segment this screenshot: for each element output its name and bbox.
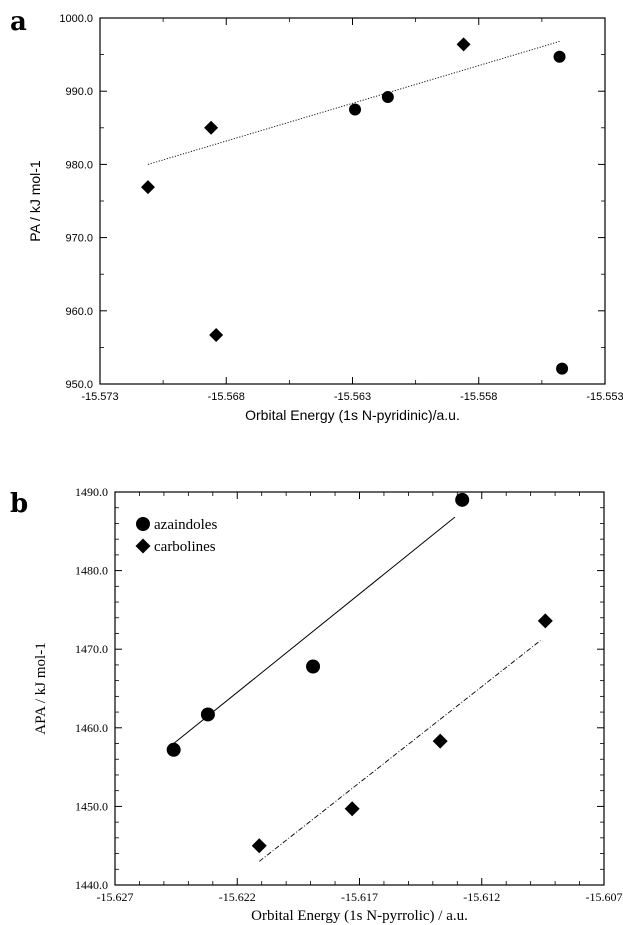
plot-b: -15.627 -15.622 -15.617 -15.612 -15.607 1440.…	[33, 485, 623, 924]
x-tick-label: -15.573	[81, 391, 118, 403]
x-tick-label: -15.558	[460, 391, 497, 403]
x-axis-label: Orbital Energy (1s N-pyrrolic) / a.u.	[251, 908, 468, 924]
plot-a: -15.573 -15.568 -15.563 -15.558 -15.553 950.0…	[27, 13, 623, 423]
data-point-diamond	[204, 120, 219, 135]
x-tick-label: -15.622	[219, 890, 256, 904]
y-tick-label: 980.0	[65, 159, 93, 171]
x-tick-label: -15.627	[97, 890, 134, 904]
y-axis-label: PA / kJ mol-1	[27, 160, 43, 242]
y-tick-label: 990.0	[65, 86, 93, 98]
fit-line	[173, 516, 456, 744]
y-tick-label: 1470.0	[75, 642, 108, 656]
x-tick-label: -15.563	[334, 391, 371, 403]
legend-label: carbolines	[154, 539, 216, 555]
y-tick-label: 1440.0	[75, 878, 108, 892]
legend-label: azaindoles	[154, 517, 217, 533]
data-point-diamond	[209, 327, 224, 342]
x-tick-label: -15.607	[586, 890, 623, 904]
legend-marker	[135, 538, 151, 554]
y-tick-label: 1450.0	[75, 799, 108, 813]
y-tick-label: 1490.0	[75, 485, 108, 499]
legend-marker	[136, 517, 150, 531]
y-axis-label: APA / kJ mol-1	[33, 642, 49, 734]
data-point-circle	[306, 659, 321, 674]
fit-line	[258, 640, 541, 862]
fit-line	[147, 40, 560, 165]
x-tick-label: -15.553	[586, 391, 623, 403]
data-point-circle	[553, 50, 566, 63]
x-axis-label: Orbital Energy (1s N-pyridinic)/a.u.	[245, 407, 460, 423]
data-point-circle	[349, 103, 362, 116]
y-tick-label: 950.0	[65, 379, 93, 391]
data-point-circle	[455, 492, 470, 507]
x-tick-label: -15.568	[208, 391, 245, 403]
data-point-diamond	[432, 733, 448, 749]
data-point-circle	[166, 742, 181, 757]
panel-letter-a: a	[10, 7, 27, 37]
data-point-diamond	[537, 613, 553, 629]
y-tick-label: 1480.0	[75, 564, 108, 578]
x-tick-label: -15.617	[341, 890, 378, 904]
data-point-diamond	[140, 180, 155, 195]
plot-frame	[99, 17, 606, 385]
y-tick-label: 1000.0	[59, 13, 93, 25]
data-point-circle	[556, 362, 569, 375]
y-tick-label: 960.0	[65, 306, 93, 318]
y-tick-label: 970.0	[65, 233, 93, 245]
data-point-diamond	[251, 838, 267, 854]
y-tick-label: 1460.0	[75, 721, 108, 735]
data-point-circle	[200, 707, 215, 722]
data-point-circle	[381, 91, 394, 104]
panel-letter-b: b	[10, 489, 28, 519]
x-tick-label: -15.612	[463, 890, 500, 904]
data-point-diamond	[344, 801, 360, 817]
data-point-diamond	[456, 37, 471, 52]
